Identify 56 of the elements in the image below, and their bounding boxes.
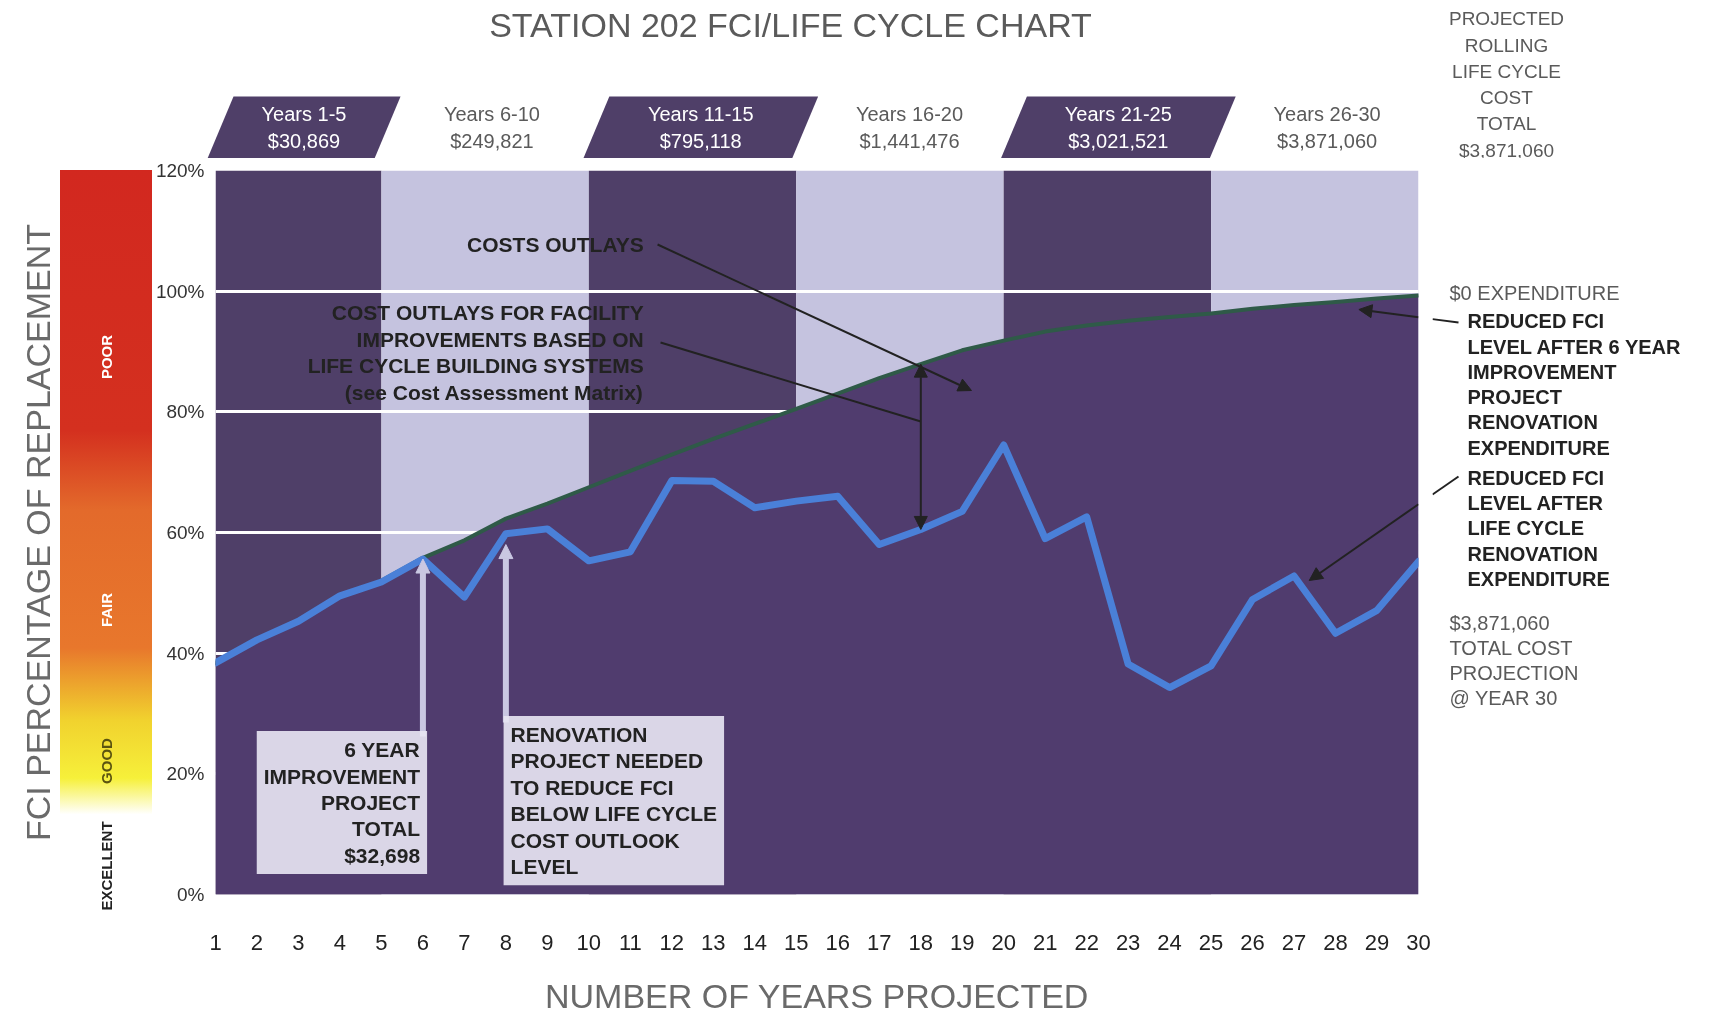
y-tick-label: 80% — [166, 401, 205, 423]
x-tick-label: 2 — [250, 929, 264, 955]
y-tick-label: 0% — [177, 884, 205, 905]
band-label: Years 6-10 $249,821 — [443, 103, 540, 152]
x-tick-label: 9 — [541, 929, 554, 955]
x-tick-label: 8 — [499, 929, 513, 955]
x-tick-label: 28 — [1323, 929, 1348, 955]
x-tick-label: 16 — [825, 929, 850, 955]
annotation: RENOVATION PROJECT NEEDED TO REDUCE FCI BELOW LIFE CYCLE COST OUTLOOK LEVEL — [510, 722, 718, 879]
x-tick-label: 6 — [416, 929, 430, 955]
y-tick-label: 100% — [155, 280, 205, 302]
text: $0 EXPENDITURE — [1449, 281, 1620, 304]
annotation: 6 YEAR IMPROVEMENT PROJECT TOTAL $32,698 — [263, 738, 421, 867]
x-tick-label: 3 — [292, 929, 305, 955]
y-axis-title: FCI PERCENTAGE OF REPLACEMENT — [18, 223, 57, 842]
y-tick-label: 60% — [166, 522, 205, 543]
band-label: Years 21-25 $3,021,521 — [1064, 103, 1172, 152]
x-tick-label: 14 — [742, 929, 768, 955]
band-label: Years 1-5 $30,869 — [261, 103, 347, 152]
text: GOOD — [97, 738, 115, 784]
x-tick-label: 27 — [1281, 929, 1307, 955]
x-tick-label: 13 — [701, 929, 726, 955]
text: POOR — [97, 334, 115, 380]
x-tick-label: 20 — [991, 929, 1016, 955]
x-tick-label: 15 — [784, 929, 809, 955]
x-tick-label: 19 — [949, 929, 975, 955]
band-label: Years 11-15 $795,118 — [647, 103, 754, 152]
x-tick-label: 29 — [1364, 929, 1390, 955]
x-axis-title: NUMBER OF YEARS PROJECTED — [544, 976, 1089, 1015]
text: FAIR — [97, 592, 115, 628]
x-tick-label: 11 — [618, 929, 642, 955]
x-tick-label: 30 — [1406, 929, 1431, 955]
text: EXCELLENT — [97, 821, 115, 911]
x-tick-label: 23 — [1115, 929, 1141, 955]
band-label: Years 26-30 $3,871,060 — [1273, 103, 1381, 152]
x-tick-label: 22 — [1074, 929, 1099, 955]
x-tick-label: 1 — [209, 929, 222, 955]
text: REDUCED FCI LEVEL AFTER 6 YEAR IMPROVEMENT PROJECT RENOVATION EXPENDITURE — [1467, 310, 1682, 459]
x-tick-label: 21 — [1032, 929, 1058, 955]
y-tick-label: 40% — [166, 642, 205, 664]
x-tick-label: 12 — [659, 929, 685, 955]
x-tick-label: 7 — [458, 929, 471, 955]
chart-title: STATION 202 FCI/LIFE CYCLE CHART — [489, 5, 1092, 44]
x-tick-label: 17 — [866, 929, 892, 955]
x-tick-label: 26 — [1240, 929, 1265, 955]
x-tick-label: 10 — [576, 929, 602, 955]
x-tick-label: 25 — [1198, 929, 1224, 955]
text: REDUCED FCI LEVEL AFTER LIFE CYCLE RENOVATION EXPENDITURE — [1467, 466, 1610, 591]
x-tick-label: 4 — [333, 929, 347, 955]
x-tick-label: 5 — [375, 929, 388, 955]
y-tick-label: 20% — [166, 763, 205, 785]
y-tick-label: 120% — [155, 160, 205, 181]
text: $3,871,060 TOTAL COST PROJECTION @ YEAR 30 — [1449, 611, 1579, 710]
band-label: Years 16-20 $1,441,476 — [855, 103, 964, 152]
x-tick-label: 24 — [1157, 929, 1182, 955]
x-tick-label: 18 — [908, 929, 933, 955]
